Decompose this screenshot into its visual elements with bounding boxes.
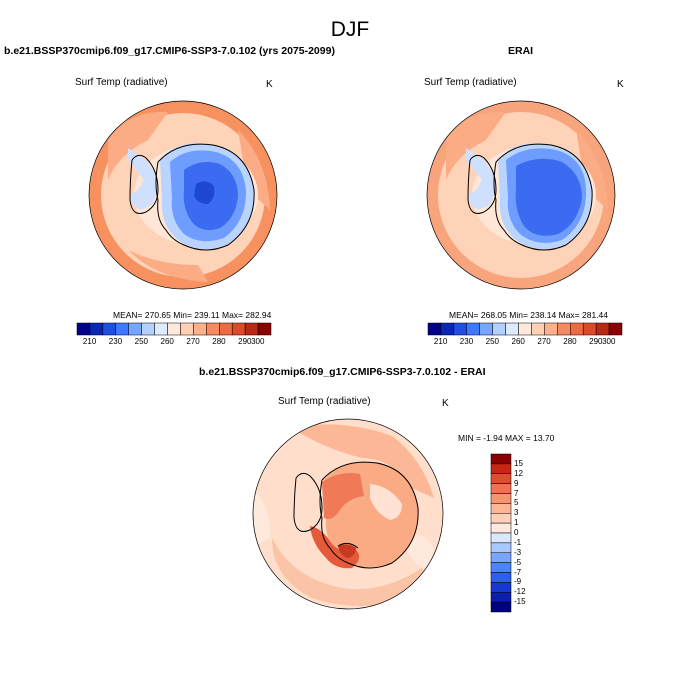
diff-stats: MIN = -1.94 MAX = 13.70 bbox=[458, 433, 555, 443]
colorbar-swatch bbox=[490, 592, 512, 603]
diff-variable-label: Surf Temp (radiative) bbox=[278, 396, 371, 407]
colorbar-tick-label: 1 bbox=[514, 518, 519, 528]
colorbar-tick-label: 210 bbox=[433, 337, 448, 346]
colorbar-swatch bbox=[466, 322, 480, 336]
colorbar-swatch bbox=[89, 322, 104, 336]
colorbar-swatch bbox=[102, 322, 117, 336]
colorbar-swatch bbox=[231, 322, 246, 336]
colorbar-swatch bbox=[206, 322, 220, 336]
colorbar-swatch bbox=[141, 322, 155, 336]
diff-colorbar bbox=[490, 453, 512, 613]
figure-title: DJF bbox=[330, 18, 370, 41]
colorbar-swatch bbox=[490, 513, 512, 524]
colorbar-swatch bbox=[595, 322, 610, 336]
colorbar-swatch bbox=[490, 572, 512, 583]
obs-stats: MEAN= 268.05 Min= 238.14 Max= 281.44 bbox=[449, 310, 609, 320]
colorbar-swatch bbox=[544, 322, 558, 336]
colorbar-tick-label: -15 bbox=[514, 597, 526, 607]
colorbar-swatch bbox=[453, 322, 468, 336]
colorbar-swatch bbox=[518, 322, 532, 336]
colorbar-swatch bbox=[490, 493, 512, 504]
colorbar-tick-label: 250 bbox=[134, 337, 149, 346]
colorbar-tick-label: 230 bbox=[459, 337, 474, 346]
colorbar-tick-label: 7 bbox=[514, 488, 519, 498]
colorbar-swatch bbox=[440, 322, 455, 336]
colorbar-swatch bbox=[257, 322, 272, 336]
colorbar-swatch bbox=[490, 453, 512, 465]
colorbar-swatch bbox=[505, 322, 519, 336]
colorbar-swatch bbox=[490, 552, 512, 563]
obs-colorbar bbox=[427, 322, 623, 336]
diff-units-label: K bbox=[442, 398, 449, 409]
colorbar-tick-label: 270 bbox=[186, 337, 200, 346]
colorbar-swatch bbox=[167, 322, 181, 336]
colorbar-tick-label: 250 bbox=[485, 337, 500, 346]
colorbar-swatch bbox=[128, 322, 142, 336]
colorbar-tick-label: -9 bbox=[514, 577, 522, 587]
colorbar-swatch bbox=[479, 322, 493, 336]
obs-colorbar-labels: 210 230 250 260 270 280 290 300 bbox=[428, 337, 622, 349]
colorbar-tick-label: 280 bbox=[563, 337, 577, 346]
obs-units-label: K bbox=[617, 79, 624, 90]
model-colorbar bbox=[76, 322, 272, 336]
obs-polar-map bbox=[426, 100, 616, 290]
colorbar-swatch bbox=[490, 542, 512, 553]
colorbar-swatch bbox=[570, 322, 584, 336]
colorbar-tick-label: 270 bbox=[537, 337, 551, 346]
colorbar-swatch bbox=[490, 473, 512, 484]
colorbar-swatch bbox=[244, 322, 259, 336]
colorbar-tick-label: 260 bbox=[511, 337, 525, 346]
colorbar-swatch bbox=[531, 322, 545, 336]
colorbar-tick-label: 12 bbox=[514, 468, 523, 478]
colorbar-tick-label: -7 bbox=[514, 567, 522, 577]
colorbar-tick-label: -5 bbox=[514, 557, 522, 567]
colorbar-tick-label: -12 bbox=[514, 587, 526, 597]
colorbar-tick-label: 290 bbox=[238, 337, 252, 346]
colorbar-tick-label: 3 bbox=[514, 508, 519, 518]
colorbar-swatch bbox=[490, 522, 512, 534]
colorbar-tick-label: 5 bbox=[514, 498, 519, 508]
colorbar-swatch bbox=[490, 483, 512, 494]
colorbar-swatch bbox=[76, 322, 91, 336]
colorbar-swatch bbox=[608, 322, 623, 336]
colorbar-tick-label: 0 bbox=[514, 528, 519, 537]
model-polar-map bbox=[88, 100, 278, 290]
colorbar-swatch bbox=[582, 322, 597, 336]
colorbar-tick-label: -3 bbox=[514, 547, 522, 557]
model-units-label: K bbox=[266, 79, 273, 90]
colorbar-tick-label: 210 bbox=[82, 337, 97, 346]
colorbar-swatch bbox=[154, 322, 168, 336]
colorbar-swatch bbox=[427, 322, 442, 336]
colorbar-swatch bbox=[490, 601, 512, 613]
colorbar-tick-label: 300 bbox=[602, 337, 616, 346]
colorbar-swatch bbox=[490, 562, 512, 573]
colorbar-swatch bbox=[180, 322, 194, 336]
colorbar-swatch bbox=[219, 322, 233, 336]
diff-polar-map bbox=[252, 418, 444, 610]
diff-colorbar-labels: 15 12 9 7 5 3 1 0 -1 -3 -5 -7 -9 -12 -15 bbox=[514, 454, 544, 612]
model-colorbar-labels: 210 230 250 260 270 280 290 300 bbox=[77, 337, 271, 349]
colorbar-swatch bbox=[193, 322, 207, 336]
colorbar-swatch bbox=[557, 322, 571, 336]
colorbar-swatch bbox=[490, 532, 512, 544]
colorbar-tick-label: 230 bbox=[108, 337, 123, 346]
colorbar-tick-label: -1 bbox=[514, 537, 522, 547]
colorbar-swatch bbox=[490, 582, 512, 593]
colorbar-swatch bbox=[490, 463, 512, 474]
model-panel-title: b.e21.BSSP370cmip6.f09_g17.CMIP6-SSP3-7.… bbox=[4, 45, 335, 57]
colorbar-tick-label: 290 bbox=[589, 337, 603, 346]
colorbar-tick-label: 260 bbox=[160, 337, 174, 346]
obs-panel-title: ERAI bbox=[508, 45, 534, 57]
colorbar-swatch bbox=[490, 503, 512, 514]
colorbar-swatch bbox=[492, 322, 506, 336]
colorbar-tick-label: 280 bbox=[212, 337, 226, 346]
colorbar-tick-label: 300 bbox=[251, 337, 265, 346]
model-stats: MEAN= 270.65 Min= 239.11 Max= 282.94 bbox=[113, 310, 272, 320]
diff-panel-title: b.e21.BSSP370cmip6.f09_g17.CMIP6-SSP3-7.… bbox=[199, 366, 486, 378]
model-variable-label: Surf Temp (radiative) bbox=[75, 77, 168, 88]
colorbar-swatch bbox=[115, 322, 129, 336]
colorbar-tick-label: 9 bbox=[514, 478, 519, 488]
colorbar-tick-label: 15 bbox=[514, 458, 523, 468]
obs-variable-label: Surf Temp (radiative) bbox=[424, 77, 517, 88]
